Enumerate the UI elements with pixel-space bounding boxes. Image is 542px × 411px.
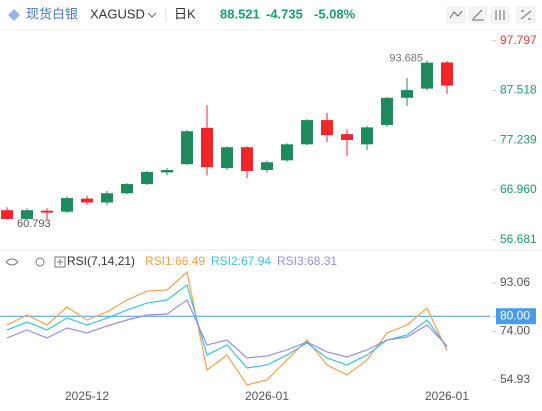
y-tick-label: 87.518: [500, 83, 537, 97]
x-tick-label: 2026-01: [245, 389, 289, 403]
eye-icon[interactable]: [5, 258, 19, 266]
rsi-line: [6, 284, 448, 369]
icon: [449, 10, 463, 19]
draw-button[interactable]: [468, 6, 488, 24]
y-tick-label: 93.06: [500, 275, 530, 289]
candle-body: [41, 210, 53, 213]
legend-entry: RSI3:68.31: [277, 254, 337, 268]
change: -4.735: [266, 6, 303, 21]
y-tick-highlight: [496, 308, 536, 325]
rsi-line: [6, 299, 448, 359]
legend-entry: RSI1:66.49: [145, 254, 205, 268]
brand: 现货白银: [26, 6, 78, 21]
candle-body: [441, 62, 453, 86]
y-tick-label: 80.00: [500, 308, 530, 322]
candle-body: [361, 127, 373, 145]
y-tick-label: 54.93: [500, 372, 530, 386]
candle-body: [221, 147, 233, 169]
legend-entry: RSI2:67.94: [211, 254, 271, 268]
candle-body: [421, 62, 433, 89]
max-label: 93.685: [389, 52, 423, 64]
rsi-controls: [5, 256, 66, 268]
rsi-line: [6, 270, 448, 386]
candle-body: [401, 90, 413, 98]
change-pct: -5.08%: [314, 6, 356, 21]
candle-body: [181, 131, 193, 165]
period[interactable]: 日K: [174, 6, 196, 21]
x-tick-label: 2026-01: [425, 389, 469, 403]
rsi-title: RSI(7,14,21): [67, 254, 135, 268]
candle-body: [201, 127, 213, 168]
candle-body: [301, 120, 313, 145]
candle-body: [1, 210, 13, 219]
icon: [57, 259, 63, 265]
add-icon[interactable]: [54, 256, 66, 268]
candle-body: [241, 147, 253, 171]
y-tick-label: 74.00: [500, 324, 530, 338]
x-tick-label: 2025-12: [65, 389, 109, 403]
y-tick-label: 97.797: [500, 33, 537, 47]
y-tick-label: 56.681: [500, 232, 537, 246]
header: 现货白银 XAGUSD 日K 88.521 -4.735 -5.08%: [8, 6, 536, 24]
candle-body: [321, 120, 333, 136]
icon: [472, 9, 484, 21]
y-tick-label: 77.239: [500, 132, 537, 146]
icon: [520, 10, 532, 20]
candle-body: [101, 193, 113, 203]
min-label: 60.793: [17, 218, 51, 230]
candle-body: [261, 162, 273, 171]
price: 88.521: [220, 6, 260, 21]
indicator-button[interactable]: [446, 6, 466, 24]
candle-body: [61, 198, 73, 212]
toolbar: [446, 6, 536, 24]
brand-icon: [8, 9, 20, 21]
candle-body: [341, 134, 353, 140]
candle-body: [21, 210, 33, 219]
candle-body: [121, 184, 133, 194]
candle-body: [81, 198, 93, 203]
candle-body: [161, 170, 173, 173]
settings-icon[interactable]: [35, 257, 45, 267]
y-tick-label: 66.960: [500, 182, 537, 196]
candle-body: [381, 97, 393, 125]
symbol[interactable]: XAGUSD: [90, 6, 145, 21]
candle-body: [281, 144, 293, 161]
dropdown-arrow[interactable]: [147, 12, 157, 18]
icon: [495, 10, 505, 20]
candle-body: [141, 171, 153, 185]
